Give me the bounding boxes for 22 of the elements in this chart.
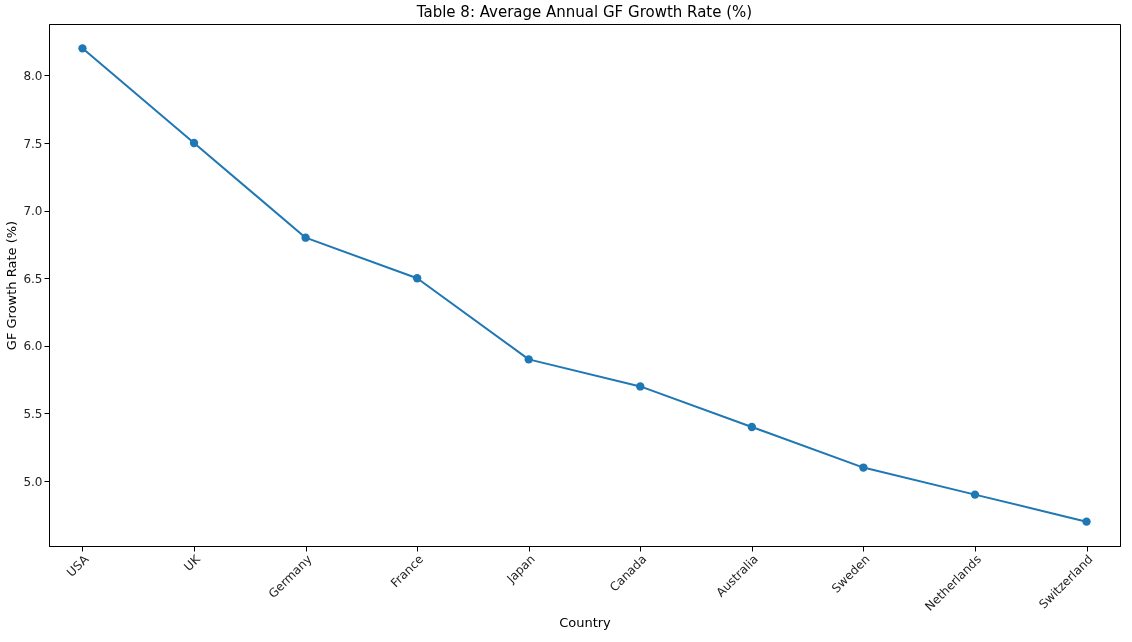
point	[301, 233, 310, 242]
point	[859, 463, 868, 472]
point	[636, 382, 645, 391]
y-tick-label: 7.0	[23, 204, 43, 219]
x-tick-label: USA	[63, 551, 93, 580]
x-axis-title: Country	[559, 615, 612, 630]
y-axis-title: GF Growth Rate (%)	[4, 220, 20, 351]
y-tick-label: 5.0	[23, 474, 43, 489]
point	[970, 490, 980, 499]
point	[412, 274, 422, 283]
point	[189, 138, 199, 148]
point	[524, 355, 533, 364]
y-tick-label: 7.5	[23, 136, 43, 151]
x-tick-label: UK	[181, 551, 204, 574]
point	[78, 44, 87, 53]
point	[1082, 517, 1091, 526]
y-tick-label: 6.0	[23, 339, 43, 354]
chart-title: Table 8: Average Annual GF Growth Rate (%)	[415, 3, 753, 21]
y-tick-label: 6.5	[23, 271, 43, 286]
y-tick-label: 5.5	[23, 406, 43, 421]
point	[747, 422, 757, 432]
y-tick-label: 8.0	[23, 68, 43, 83]
